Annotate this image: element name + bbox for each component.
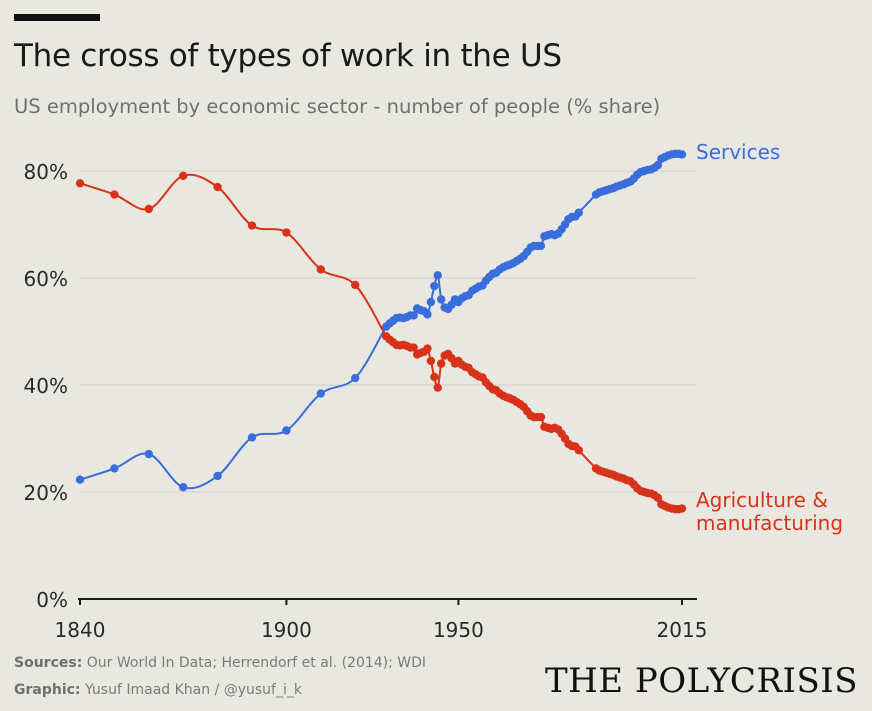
services-data-point — [316, 389, 325, 398]
services-data-point — [351, 373, 360, 383]
services-data-point — [677, 150, 687, 159]
agriculture-manufacturing-data-point — [426, 356, 436, 366]
graphic-credit-line: Graphic: Yusuf Imaad Khan / @yusuf_i_k — [14, 682, 302, 698]
services-data-point — [423, 310, 432, 319]
services-series-line — [79, 152, 683, 490]
services-data-point — [409, 311, 418, 320]
agriculture-manufacturing-data-point — [430, 372, 439, 382]
header-accent-bar — [14, 14, 100, 21]
agriculture-manufacturing-data-point — [351, 280, 360, 290]
agriculture-manufacturing-data-point — [574, 446, 583, 455]
y-tick-label: 40% — [24, 374, 68, 398]
agriculture-manufacturing-data-point — [213, 182, 222, 192]
services-series-label: Services — [696, 140, 780, 164]
agriculture-manufacturing-data-point — [653, 493, 663, 503]
agriculture-manufacturing-data-point — [437, 359, 446, 368]
agriculture-manufacturing-series-label: manufacturing — [696, 511, 843, 535]
services-data-point — [247, 433, 257, 442]
services-data-point — [536, 241, 546, 251]
services-data-point — [75, 475, 85, 484]
services-data-point — [144, 449, 153, 459]
agriculture-manufacturing-data-point — [316, 265, 325, 274]
brand-logo: THE POLYCRISIS — [544, 661, 858, 701]
agriculture-manufacturing-data-point — [110, 190, 119, 199]
sources-text: Our World In Data; Herrendorf et al. (20… — [86, 655, 427, 671]
agriculture-manufacturing-data-point — [433, 383, 442, 392]
graphic-credit-text: Yusuf Imaad Khan / @yusuf_i_k — [84, 682, 302, 698]
agriculture-manufacturing-data-point — [75, 179, 85, 188]
agriculture-manufacturing-data-point — [144, 204, 153, 214]
agriculture-manufacturing-data-point — [536, 412, 546, 422]
agriculture-manufacturing-series-line — [79, 173, 683, 511]
services-data-point — [110, 464, 119, 473]
agriculture-manufacturing-data-point — [282, 228, 291, 237]
services-data-point — [653, 160, 663, 170]
agriculture-manufacturing-series-label: Agriculture & — [696, 488, 828, 512]
chart-subtitle: US employment by economic sector - numbe… — [14, 95, 661, 118]
services-data-point — [574, 208, 583, 217]
sources-label: Sources: — [14, 655, 83, 671]
services-data-point — [430, 281, 439, 291]
x-tick-label: 1950 — [433, 618, 484, 642]
y-tick-label: 0% — [36, 588, 68, 612]
agriculture-manufacturing-data-point — [179, 171, 188, 181]
x-tick-label: 1840 — [55, 618, 106, 642]
agriculture-manufacturing-data-point — [677, 504, 687, 513]
agriculture-manufacturing-data-point — [247, 221, 257, 230]
agriculture-manufacturing-data-point — [423, 344, 432, 353]
services-data-point — [179, 482, 188, 492]
x-tick-label: 1900 — [261, 618, 312, 642]
chart-title: The cross of types of work in the US — [14, 38, 562, 74]
services-data-point — [282, 426, 291, 435]
agriculture-manufacturing-data-point — [409, 343, 418, 352]
y-tick-label: 20% — [24, 481, 68, 505]
graphic-label: Graphic: — [14, 682, 81, 698]
services-data-point — [213, 471, 222, 481]
services-data-point — [433, 271, 442, 280]
y-tick-label: 80% — [24, 160, 68, 184]
services-data-point — [426, 297, 436, 307]
y-tick-label: 60% — [24, 267, 68, 291]
sources-line: Sources: Our World In Data; Herrendorf e… — [14, 655, 426, 671]
services-data-point — [437, 295, 446, 304]
x-tick-label: 2015 — [657, 618, 708, 642]
